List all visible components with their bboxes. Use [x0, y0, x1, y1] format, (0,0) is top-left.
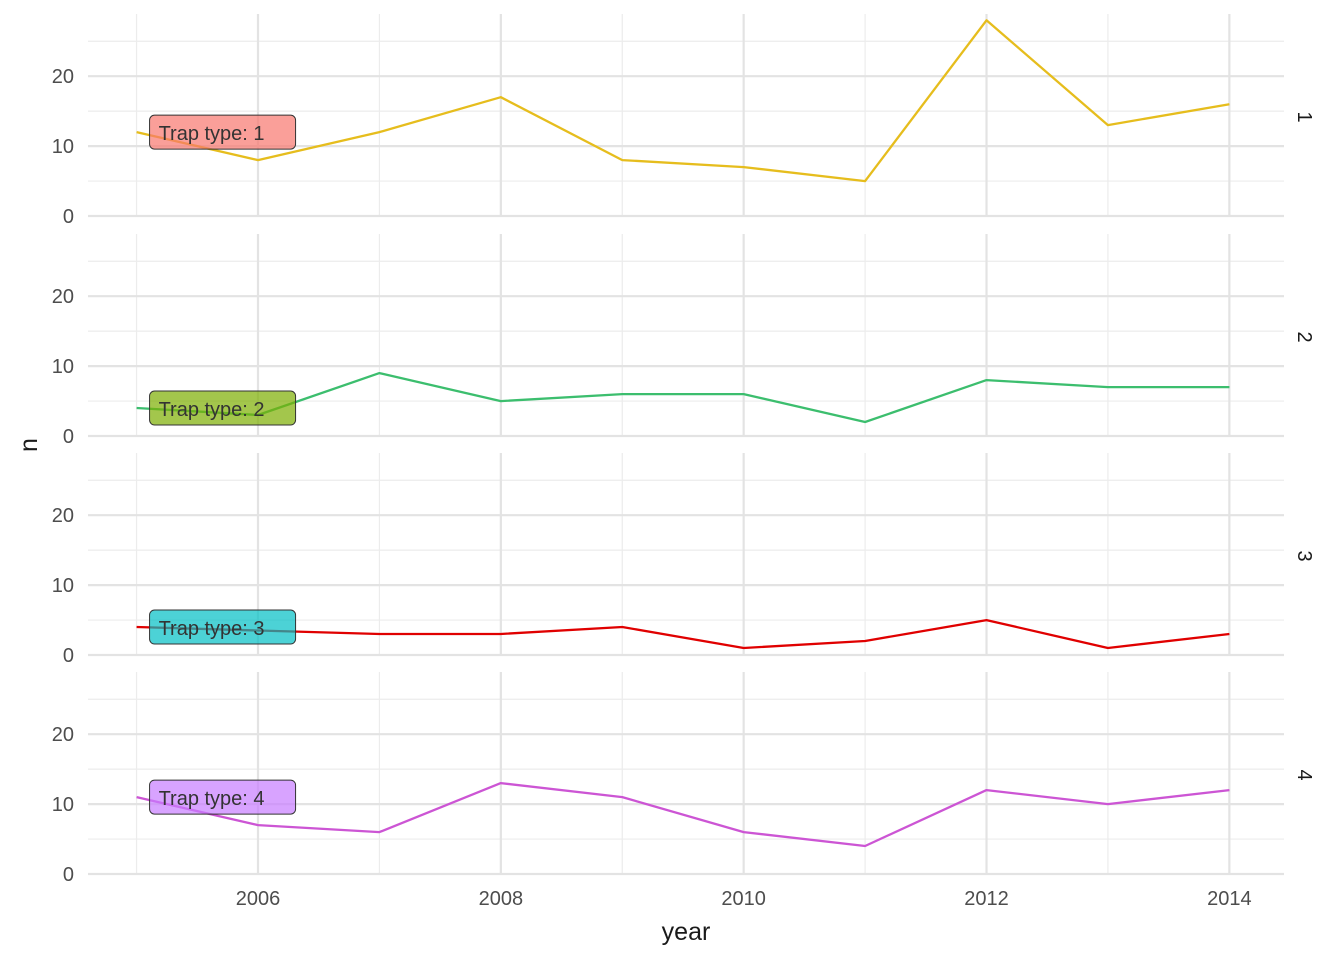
data-point	[1106, 385, 1110, 389]
y-tick-label: 0	[63, 206, 74, 228]
facet-strip-label: 3	[1293, 550, 1315, 561]
data-point	[985, 788, 989, 792]
facet-strip-label: 4	[1293, 769, 1315, 780]
data-point	[499, 95, 503, 99]
data-point	[377, 130, 381, 134]
x-tick-label: 2014	[1207, 888, 1252, 910]
data-point	[985, 378, 989, 382]
data-point	[620, 392, 624, 396]
data-point	[1106, 646, 1110, 650]
data-point	[499, 399, 503, 403]
panel-1: 0 10 20 Trap type: 1 1	[52, 14, 1315, 228]
panel-3: 0 10 20 Trap type: 3 3	[52, 453, 1315, 667]
data-point	[863, 420, 867, 424]
y-tick-label: 10	[52, 356, 74, 378]
data-point	[499, 781, 503, 785]
y-axis-title: n	[15, 438, 43, 452]
data-point	[742, 392, 746, 396]
data-point	[135, 795, 139, 799]
data-point	[256, 823, 260, 827]
data-point	[742, 165, 746, 169]
data-point	[742, 830, 746, 834]
x-tick-label: 2006	[236, 888, 281, 910]
series-line-4	[136, 781, 1230, 848]
y-tick-label: 20	[52, 66, 74, 88]
data-point	[377, 632, 381, 636]
y-tick-label: 0	[63, 645, 74, 667]
data-point	[377, 830, 381, 834]
data-point	[1106, 123, 1110, 127]
x-axis-title: year	[662, 918, 711, 946]
facet-label-text: Trap type: 2	[159, 399, 265, 421]
facet-strip-label: 2	[1293, 331, 1315, 342]
data-point	[1227, 788, 1231, 792]
series-line-3	[136, 618, 1230, 650]
panel-4: 0 10 20 Trap type: 4 4	[52, 672, 1315, 886]
data-point	[620, 158, 624, 162]
data-point	[985, 618, 989, 622]
x-tick-label: 2012	[964, 888, 1009, 910]
data-point	[499, 632, 503, 636]
facet-label-text: Trap type: 4	[159, 788, 265, 810]
y-tick-label: 20	[52, 724, 74, 746]
y-tick-label: 0	[63, 426, 74, 448]
y-tick-label: 10	[52, 794, 74, 816]
data-point	[863, 179, 867, 183]
facet-label-text: Trap type: 3	[159, 618, 265, 640]
panel-2: 0 10 20 Trap type: 2 2	[52, 234, 1315, 448]
data-point	[256, 158, 260, 162]
series-line-2	[136, 371, 1230, 424]
facet-label-text: Trap type: 1	[159, 123, 265, 145]
data-point	[135, 406, 139, 410]
data-point	[377, 371, 381, 375]
facet-label-box	[149, 779, 297, 815]
facet-label-box	[149, 609, 297, 645]
y-tick-label: 10	[52, 136, 74, 158]
x-tick-label: 2010	[721, 888, 766, 910]
series-line-1	[136, 19, 1230, 183]
data-point	[620, 625, 624, 629]
facet-label-box	[149, 390, 297, 426]
data-point	[863, 639, 867, 643]
y-tick-label: 10	[52, 575, 74, 597]
facet-label-box	[149, 114, 297, 150]
data-point	[620, 795, 624, 799]
y-tick-label: 20	[52, 505, 74, 527]
data-point	[742, 646, 746, 650]
data-point	[135, 625, 139, 629]
x-tick-label: 2008	[479, 888, 524, 910]
data-point	[1227, 385, 1231, 389]
data-point	[135, 130, 139, 134]
y-tick-label: 0	[63, 864, 74, 886]
data-point	[1227, 102, 1231, 106]
data-point	[985, 18, 989, 22]
data-point	[863, 844, 867, 848]
y-tick-label: 20	[52, 286, 74, 308]
data-point	[1106, 802, 1110, 806]
data-point	[1227, 632, 1231, 636]
facet-strip-label: 1	[1293, 111, 1315, 122]
